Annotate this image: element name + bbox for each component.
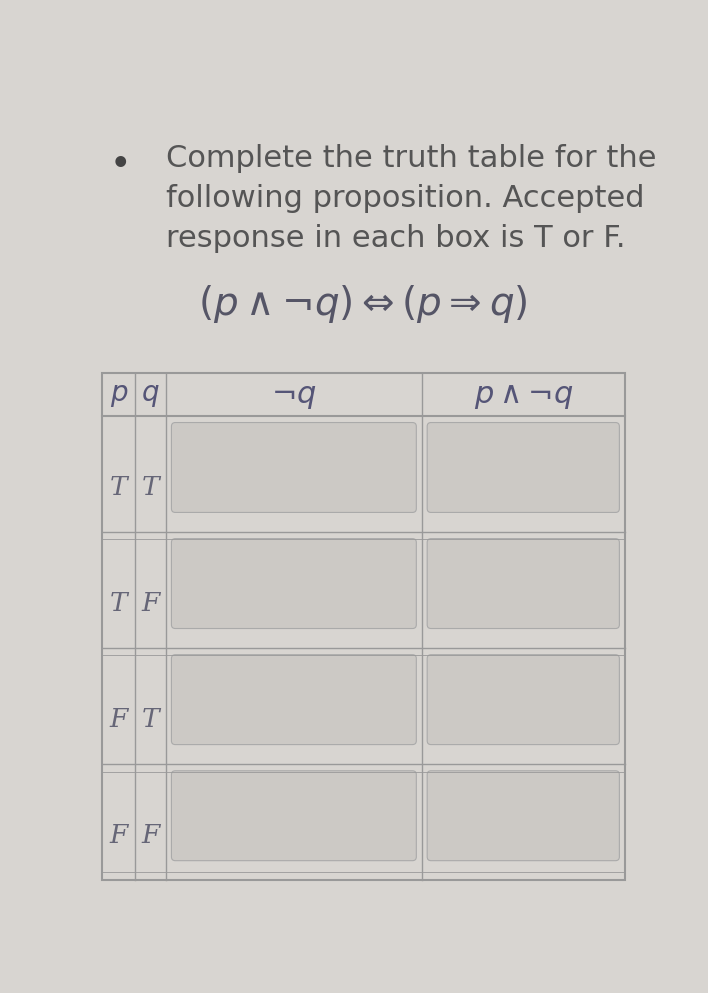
FancyBboxPatch shape xyxy=(427,538,620,629)
Text: T: T xyxy=(142,707,159,732)
FancyBboxPatch shape xyxy=(171,538,416,629)
Text: T: T xyxy=(110,475,127,500)
Text: $q$: $q$ xyxy=(141,382,160,409)
FancyBboxPatch shape xyxy=(171,423,416,512)
FancyBboxPatch shape xyxy=(171,771,416,861)
Text: •: • xyxy=(110,150,130,179)
FancyBboxPatch shape xyxy=(171,654,416,745)
Text: Complete the truth table for the: Complete the truth table for the xyxy=(166,144,656,173)
Text: F: F xyxy=(110,823,128,848)
Text: $p$: $p$ xyxy=(110,382,128,409)
Text: F: F xyxy=(110,707,128,732)
Bar xyxy=(103,373,624,880)
FancyBboxPatch shape xyxy=(427,423,620,512)
Text: F: F xyxy=(142,591,159,616)
Text: following proposition. Accepted: following proposition. Accepted xyxy=(166,184,644,213)
FancyBboxPatch shape xyxy=(427,654,620,745)
Text: response in each box is T or F.: response in each box is T or F. xyxy=(166,223,625,253)
FancyBboxPatch shape xyxy=(427,771,620,861)
Text: $(p \wedge \neg q) \Leftrightarrow (p \Rightarrow q)$: $(p \wedge \neg q) \Leftrightarrow (p \R… xyxy=(198,283,527,325)
Text: T: T xyxy=(142,475,159,500)
Text: $\neg q$: $\neg q$ xyxy=(271,380,316,411)
Text: F: F xyxy=(142,823,159,848)
Text: $p \wedge \neg q$: $p \wedge \neg q$ xyxy=(474,380,573,411)
Text: T: T xyxy=(110,591,127,616)
